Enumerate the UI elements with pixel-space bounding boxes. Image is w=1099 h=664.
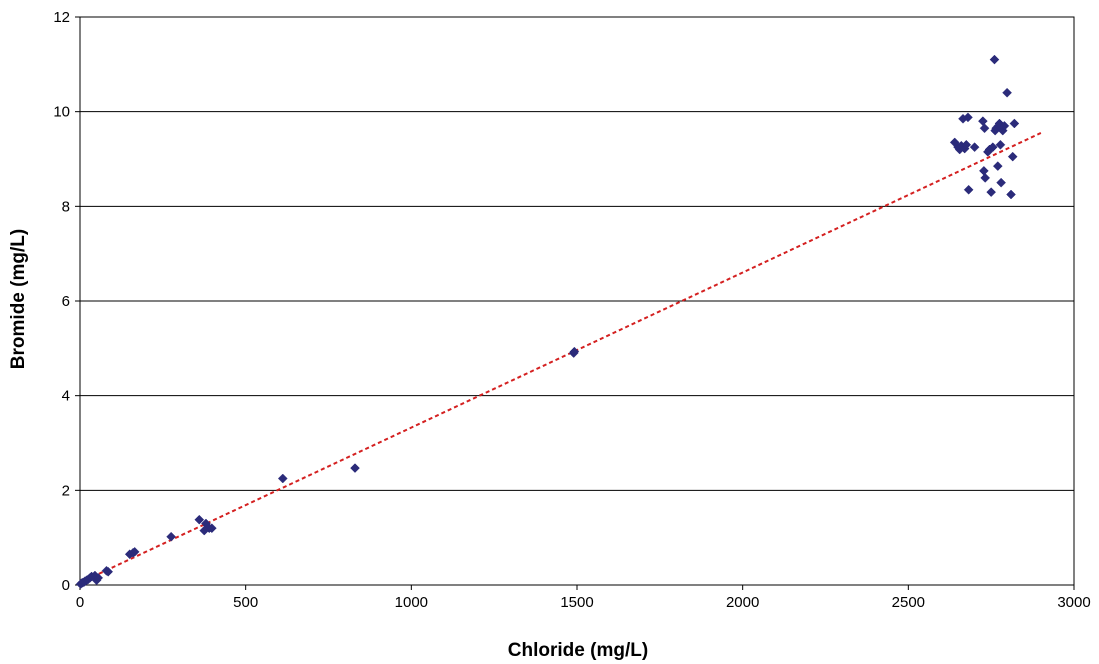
data-point-52 (996, 177, 1006, 188)
y-tick-label-0: 0 (62, 577, 70, 594)
data-points (75, 54, 1020, 589)
y-axis-title: Bromide (mg/L) (8, 229, 29, 369)
data-point-40 (980, 173, 991, 183)
x-tick-label-4: 2000 (726, 594, 759, 611)
data-point-34 (963, 112, 973, 123)
y-tick-label-3: 6 (62, 293, 70, 310)
trendline (79, 132, 1042, 584)
data-point-54 (999, 121, 1010, 131)
x-tick-label-3: 1500 (560, 594, 593, 611)
y-tick-label-5: 10 (53, 104, 70, 121)
x-tick-label-5: 2500 (892, 594, 925, 611)
data-point-11 (93, 573, 104, 583)
data-point-48 (992, 161, 1003, 171)
data-point-58 (1009, 118, 1020, 129)
data-point-56 (1006, 189, 1016, 200)
data-point-26 (569, 346, 580, 357)
y-tick-label-2: 4 (62, 388, 70, 405)
data-point-13 (103, 566, 114, 577)
data-point-33 (961, 139, 972, 150)
data-point-57 (1007, 151, 1018, 162)
data-point-55 (1002, 87, 1012, 98)
data-point-18 (194, 514, 205, 525)
data-point-16 (129, 547, 140, 557)
x-tick-label-0: 0 (76, 594, 84, 611)
data-point-23 (277, 473, 288, 484)
data-point-45 (989, 54, 1000, 65)
y-tick-labels: 0 2 4 6 8 10 12 (53, 9, 70, 594)
x-tick-label-2: 1000 (395, 594, 428, 611)
trendline-group (79, 132, 1042, 584)
data-point-39 (979, 123, 990, 134)
axes (75, 16, 1075, 590)
y-tick-label-6: 12 (53, 9, 70, 26)
data-point-37 (978, 116, 988, 126)
data-point-36 (969, 142, 980, 153)
data-point-17 (166, 531, 176, 542)
gridlines (80, 16, 1074, 491)
data-point-44 (987, 142, 998, 153)
data-point-24 (350, 463, 360, 473)
y-tick-label-4: 8 (62, 198, 70, 215)
data-point-38 (979, 165, 989, 176)
data-point-22 (207, 523, 217, 534)
x-tick-label-1: 500 (233, 594, 258, 611)
data-point-51 (995, 139, 1006, 150)
data-point-35 (963, 184, 974, 195)
x-axis-title: Chloride (mg/L) (508, 640, 648, 661)
x-tick-label-6: 3000 (1057, 594, 1090, 611)
data-point-43 (986, 187, 997, 197)
x-tick-labels: 0 500 1000 1500 2000 2500 3000 (76, 594, 1091, 611)
y-tick-label-1: 2 (62, 482, 70, 499)
